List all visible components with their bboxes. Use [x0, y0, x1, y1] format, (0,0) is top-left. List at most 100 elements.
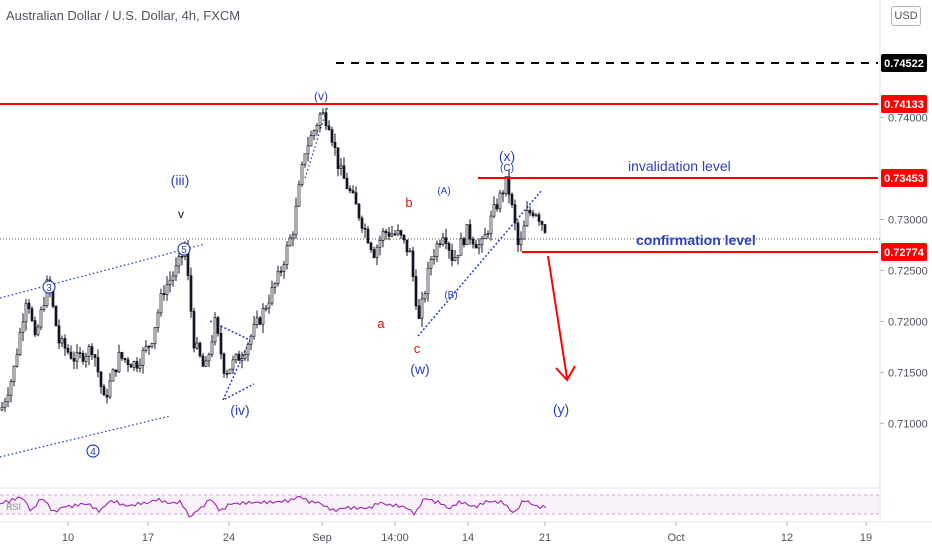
- y-tick-label: 0.72500: [888, 265, 928, 277]
- candle: [93, 353, 97, 367]
- candle: [534, 213, 538, 217]
- candle: [240, 351, 244, 369]
- price-label: 0.74522: [881, 54, 927, 72]
- y-tick-label: 0.74000: [888, 113, 928, 125]
- candle: [180, 255, 184, 266]
- candle: [519, 231, 523, 252]
- candle: [309, 130, 313, 147]
- candle: [390, 225, 394, 238]
- candle: [204, 356, 208, 367]
- price-labels: 0.74522 0.74133 0.73453 0.72774: [881, 54, 927, 261]
- candle: [33, 316, 37, 337]
- x-tick-label: 10: [62, 532, 74, 544]
- candle: [72, 351, 76, 370]
- candle: [438, 239, 442, 248]
- wave-label: v: [178, 207, 184, 221]
- candle: [120, 351, 124, 361]
- price-axis[interactable]: 0.71000 0.71500 0.72000 0.72500 0.73000 0.740…: [880, 113, 928, 431]
- x-tick-label: 21: [539, 532, 551, 544]
- candle: [333, 133, 337, 156]
- candle: [162, 285, 166, 301]
- candle: [30, 306, 34, 323]
- candle: [294, 197, 298, 239]
- candle: [465, 224, 469, 246]
- candle: [150, 342, 154, 349]
- time-axis[interactable]: 10 17 24 Sep 14:00 14 21 Oct 12 19: [62, 522, 872, 544]
- candle: [324, 108, 328, 131]
- candle: [42, 296, 46, 312]
- candle: [219, 325, 223, 360]
- candle: [111, 368, 115, 382]
- candle: [96, 349, 100, 378]
- rsi-line: [0, 495, 547, 518]
- candle: [342, 157, 346, 179]
- candle: [267, 294, 271, 314]
- candle: [315, 123, 319, 136]
- candle: [345, 172, 349, 190]
- candle: [36, 323, 40, 337]
- wave-label: b: [405, 195, 412, 210]
- candle: [405, 239, 409, 257]
- x-tick-label: 24: [223, 532, 235, 544]
- candle: [483, 227, 487, 240]
- candle: [66, 344, 70, 355]
- candle: [291, 231, 295, 247]
- candle: [123, 357, 127, 363]
- y-tick-label: 0.71000: [888, 418, 928, 430]
- candle: [432, 249, 436, 265]
- candle: [102, 384, 106, 396]
- candle: [417, 298, 421, 320]
- candle: [108, 373, 112, 400]
- candle: [489, 210, 493, 241]
- confirmation-level-label: confirmation level: [636, 232, 756, 248]
- candle: [168, 271, 172, 293]
- candle: [225, 369, 229, 379]
- wave-label: 5: [181, 245, 187, 256]
- candle: [306, 136, 310, 162]
- rsi-band: [0, 495, 880, 514]
- currency-selector[interactable]: USD: [891, 6, 921, 26]
- wave-label: (y): [553, 401, 569, 417]
- candle: [297, 180, 301, 207]
- price-label-text: 0.74133: [884, 99, 924, 111]
- candle: [273, 282, 277, 294]
- candle: [543, 223, 547, 234]
- wave-label: (C): [500, 163, 514, 174]
- candle: [27, 299, 31, 314]
- x-tick-label: Sep: [312, 532, 332, 544]
- candle: [429, 255, 433, 276]
- wave-label: (w): [410, 361, 429, 377]
- wave-label: (x): [499, 148, 515, 164]
- price-label-text: 0.74522: [884, 58, 924, 70]
- price-label: 0.73453: [881, 169, 927, 187]
- candle: [396, 224, 400, 236]
- candle: [237, 350, 241, 361]
- wave-label: 4: [90, 447, 96, 458]
- candle: [153, 327, 157, 349]
- candle: [243, 349, 247, 361]
- candle: [114, 369, 118, 377]
- candle: [189, 267, 193, 318]
- candle: [327, 120, 331, 131]
- candle: [351, 185, 355, 194]
- candle: [210, 335, 214, 358]
- candle: [279, 266, 283, 277]
- candle: [459, 232, 463, 256]
- candle: [378, 235, 382, 256]
- wave-label: 3: [46, 283, 52, 294]
- candlestick-series: [0, 108, 547, 412]
- candle: [264, 304, 268, 312]
- wave-label: (iv): [230, 402, 249, 418]
- wave-circle: [177, 242, 191, 256]
- candle: [57, 319, 61, 349]
- candle: [384, 228, 388, 240]
- x-tick-label: 14:00: [381, 532, 409, 544]
- candle: [231, 355, 235, 375]
- candle: [462, 236, 466, 248]
- candle: [540, 220, 544, 231]
- candle: [375, 244, 379, 266]
- candle: [411, 246, 415, 282]
- candle: [141, 347, 145, 374]
- candle: [75, 344, 79, 370]
